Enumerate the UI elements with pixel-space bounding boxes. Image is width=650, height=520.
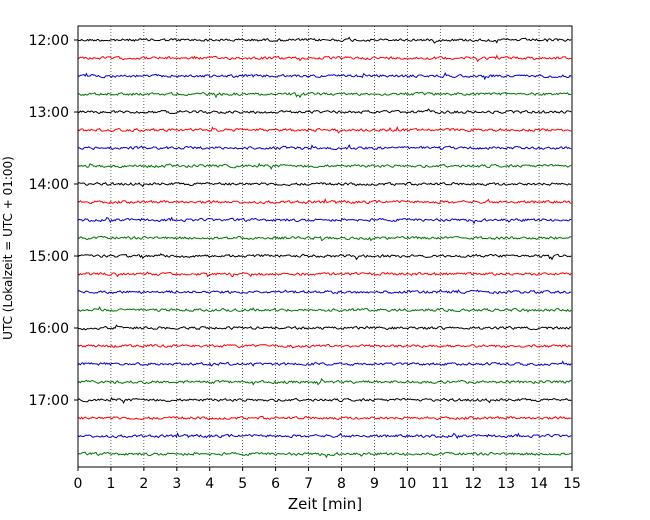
y-tick-label-1200: 12:00	[29, 33, 69, 49]
seismogram-trace-11	[77, 235, 572, 242]
seismogram-trace-17	[77, 343, 572, 349]
y-tick-label-1700: 17:00	[29, 393, 69, 409]
y-axis: 12:00 13:00 14:00 15:00 16:00 17:00	[29, 33, 78, 409]
seismogram-trace-6	[78, 143, 572, 151]
x-axis: 0 1 2 3 4 5 6 7 8 9 10 11 12 13 14 15	[74, 467, 581, 492]
seismogram-trace-0	[77, 36, 572, 44]
x-tick-label-14: 14	[530, 476, 548, 492]
x-tick-label-11: 11	[431, 476, 449, 492]
seismogram-trace-4	[77, 108, 572, 115]
seismogram-trace-2	[77, 72, 572, 81]
plot-frame	[77, 25, 573, 468]
trace-group	[77, 36, 572, 459]
x-tick-label-15: 15	[563, 476, 581, 492]
seismogram-trace-18	[77, 360, 572, 367]
seismogram-trace-13	[77, 271, 572, 278]
y-tick-label-1400: 14:00	[29, 177, 69, 193]
seismogram-trace-1	[77, 54, 572, 63]
x-tick-label-6: 6	[271, 476, 280, 492]
x-tick-label-0: 0	[74, 476, 83, 492]
x-tick-label-4: 4	[205, 476, 214, 492]
x-tick-label-12: 12	[464, 476, 482, 492]
y-tick-label-1500: 15:00	[29, 249, 69, 265]
seismogram-trace-10	[77, 216, 572, 225]
seismogram-trace-7	[77, 162, 572, 171]
x-tick-label-13: 13	[497, 476, 515, 492]
x-tick-label-7: 7	[304, 476, 313, 492]
x-tick-label-9: 9	[370, 476, 379, 492]
y-tick-label-1600: 16:00	[29, 321, 69, 337]
x-axis-title: Zeit [min]	[288, 495, 362, 513]
y-axis-title: UTC (Lokalzeit = UTC + 01:00)	[1, 156, 15, 340]
seismogram-trace-16	[77, 324, 572, 331]
seismogram-trace-19	[77, 378, 572, 386]
x-tick-label-3: 3	[172, 476, 181, 492]
seismogram-trace-3	[77, 91, 572, 99]
seismogram-trace-23	[77, 451, 572, 459]
seismogram-trace-14	[77, 288, 572, 295]
seismogram-trace-5	[77, 125, 572, 134]
seismogram-trace-12	[77, 253, 572, 261]
x-tick-label-1: 1	[106, 476, 115, 492]
seismogram-trace-15	[77, 306, 572, 313]
x-tick-label-8: 8	[337, 476, 346, 492]
x-tick-label-2: 2	[139, 476, 148, 492]
seismogram-trace-9	[77, 197, 572, 205]
seismogram-trace-22	[77, 431, 572, 440]
y-tick-label-1300: 13:00	[29, 105, 69, 121]
seismogram-trace-20	[77, 396, 572, 405]
seismogram-trace-21	[77, 415, 572, 421]
seismogram-trace-8	[77, 181, 572, 188]
x-tick-label-10: 10	[398, 476, 416, 492]
x-tick-label-5: 5	[238, 476, 247, 492]
